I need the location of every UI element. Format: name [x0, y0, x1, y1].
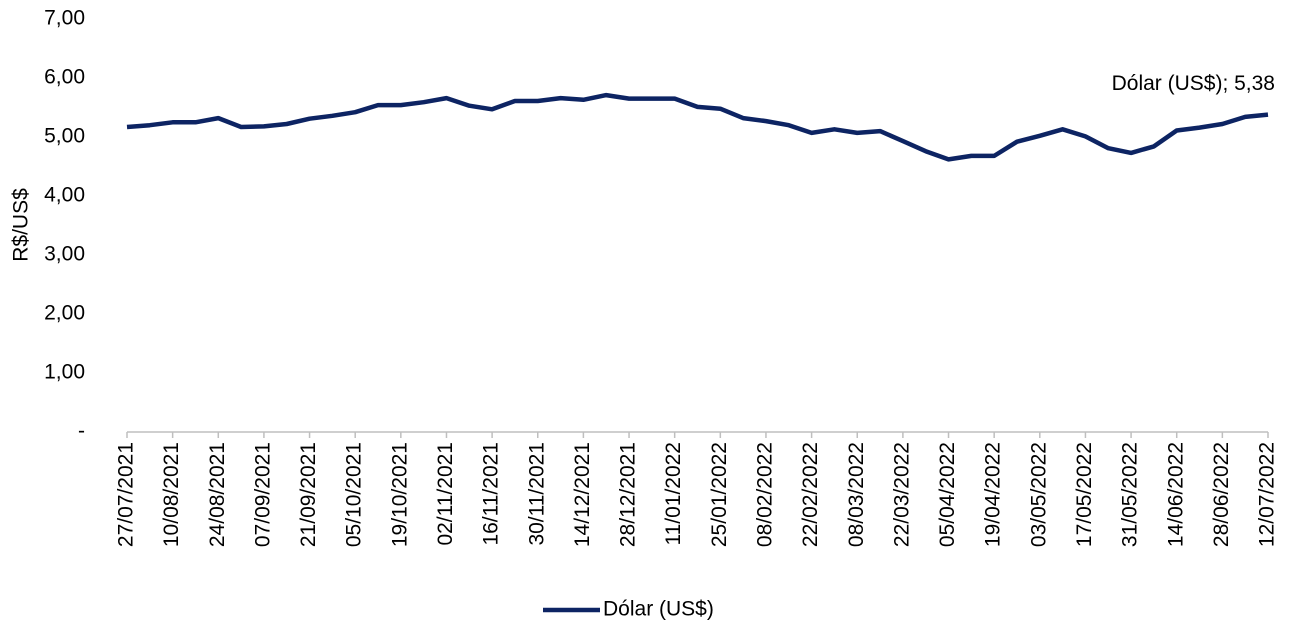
x-tick-label: 14/12/2021: [571, 442, 594, 547]
x-tick-label: 22/02/2022: [799, 442, 822, 547]
x-tick-label: 05/04/2022: [936, 442, 959, 547]
y-tick-label: 4,00: [44, 184, 85, 207]
y-tick-label: 2,00: [44, 302, 85, 325]
x-tick-label: 30/11/2021: [525, 442, 548, 546]
y-axis-label: R$/US$: [10, 188, 33, 262]
y-tick-label: -: [78, 420, 85, 443]
x-tick-label: 22/03/2022: [890, 442, 913, 547]
x-tick-label: 28/12/2021: [617, 442, 640, 547]
x-tick-label: 21/09/2021: [297, 442, 320, 547]
y-tick-label: 1,00: [44, 361, 85, 384]
x-tick-label: 02/11/2021: [434, 442, 457, 546]
line: [126, 92, 1269, 162]
x-tick-label: 27/07/2021: [115, 442, 138, 547]
x-tick-label: 08/03/2022: [845, 442, 868, 547]
x-tick-label: 19/04/2022: [982, 442, 1005, 547]
x-tick-label: 07/09/2021: [251, 442, 274, 547]
y-tick-label: 5,00: [44, 125, 85, 148]
x-tick-label: 17/05/2022: [1073, 442, 1096, 547]
x-tick-label: 28/06/2022: [1210, 442, 1233, 547]
x-tick-label: 31/05/2022: [1119, 442, 1142, 547]
x-tick-label: 24/08/2021: [206, 442, 229, 547]
y-tick-label: 6,00: [44, 66, 85, 89]
x-tick-label: 14/06/2022: [1164, 442, 1187, 547]
x-tick-label: 12/07/2022: [1256, 442, 1279, 547]
x-tick-label: 25/01/2022: [708, 442, 731, 547]
x-tick-label: 10/08/2021: [160, 442, 183, 547]
legend-label: Dólar (US$): [603, 598, 714, 621]
x-tick-label: 08/02/2022: [754, 442, 777, 547]
x-tick-label: 19/10/2021: [388, 442, 411, 547]
x-tick-label: 16/11/2021: [480, 442, 503, 546]
x-tick-label: 05/10/2021: [343, 442, 366, 547]
y-tick-label: 7,00: [44, 7, 85, 30]
annotation: Dólar (US$); 5,38: [1112, 72, 1275, 95]
x-tick-label: 03/05/2022: [1027, 442, 1050, 547]
y-tick-label: 3,00: [44, 243, 85, 266]
x-tick-label: 11/01/2022: [662, 442, 685, 546]
